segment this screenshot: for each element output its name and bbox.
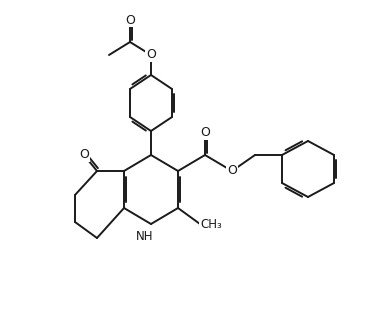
Text: O: O <box>200 127 210 139</box>
Text: NH: NH <box>136 231 154 243</box>
Text: O: O <box>227 165 237 177</box>
Text: O: O <box>125 13 135 27</box>
Text: CH₃: CH₃ <box>200 217 222 231</box>
Text: O: O <box>79 149 89 161</box>
Text: O: O <box>146 49 156 62</box>
